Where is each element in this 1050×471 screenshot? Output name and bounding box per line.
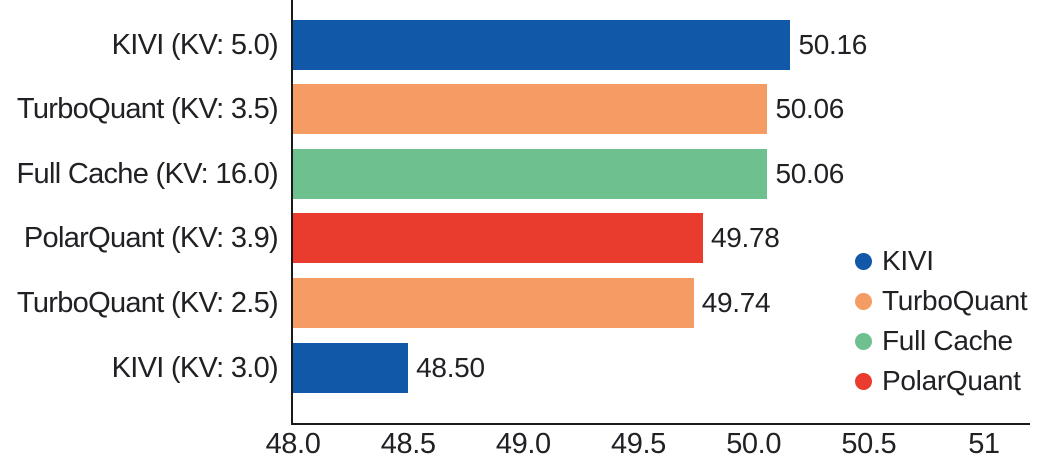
legend-label: PolarQuant bbox=[882, 365, 1021, 396]
category-label: TurboQuant (KV: 3.5) bbox=[16, 93, 279, 126]
x-axis-tick-label: 48.5 bbox=[380, 428, 436, 460]
bar-value-label: 49.74 bbox=[701, 286, 771, 318]
x-axis-tick-label: 50.0 bbox=[726, 428, 782, 460]
bar bbox=[293, 342, 409, 393]
legend-label: TurboQuant bbox=[882, 285, 1028, 316]
x-axis-tick-label: 48.0 bbox=[265, 428, 321, 460]
legend-dot-icon bbox=[855, 372, 872, 390]
category-label: TurboQuant (KV: 2.5) bbox=[16, 286, 279, 319]
legend-dot-icon bbox=[855, 292, 872, 310]
legend-dot-icon bbox=[855, 252, 872, 270]
bar bbox=[293, 148, 768, 199]
legend: KIVI TurboQuant Full Cache PolarQuant bbox=[855, 241, 1028, 401]
x-axis-tick-label: 49.5 bbox=[611, 428, 666, 460]
bar bbox=[293, 84, 768, 135]
bar bbox=[293, 19, 791, 70]
x-axis-tick-label: 51 bbox=[968, 428, 1000, 460]
bar bbox=[293, 277, 694, 328]
legend-item: PolarQuant bbox=[855, 361, 1027, 401]
bar bbox=[293, 213, 703, 264]
category-label: KIVI (KV: 5.0) bbox=[111, 28, 279, 61]
legend-label: KIVI bbox=[882, 245, 934, 276]
plot-area: 50.16 50.06 50.06 49.78 49.74 48.50 bbox=[291, 0, 1030, 425]
bar-value-label: 50.06 bbox=[775, 157, 845, 189]
category-label: PolarQuant (KV: 3.9) bbox=[23, 222, 279, 255]
bar-value-label: 48.50 bbox=[416, 351, 485, 383]
category-label: Full Cache (KV: 16.0) bbox=[16, 157, 279, 190]
bar-value-label: 50.06 bbox=[775, 93, 845, 125]
category-label: KIVI (KV: 3.0) bbox=[111, 351, 279, 384]
x-axis-tick-label: 50.5 bbox=[841, 428, 897, 460]
legend-item: KIVI bbox=[855, 241, 1027, 281]
x-axis-tick-label: 49.0 bbox=[495, 428, 551, 460]
y-axis-labels: KIVI (KV: 5.0) TurboQuant (KV: 3.5) Full C… bbox=[0, 0, 279, 423]
legend-item: Full Cache bbox=[855, 321, 1027, 361]
legend-label: Full Cache bbox=[882, 325, 1013, 356]
bar-value-label: 49.78 bbox=[710, 222, 780, 254]
legend-item: TurboQuant bbox=[855, 281, 1028, 321]
legend-dot-icon bbox=[855, 332, 872, 350]
bar-value-label: 50.16 bbox=[798, 28, 868, 60]
